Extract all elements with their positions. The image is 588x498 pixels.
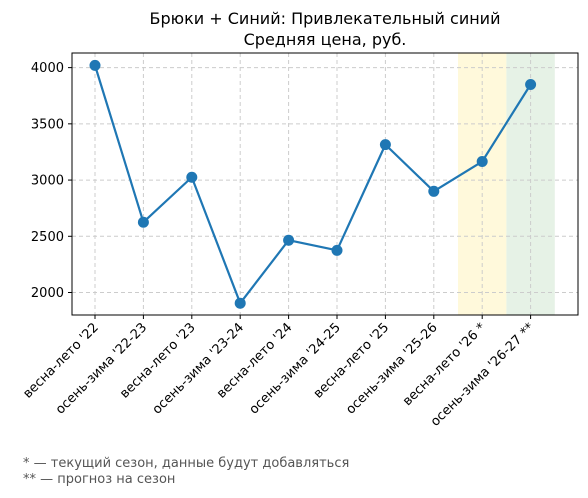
data-series	[89, 59, 537, 309]
x-tick-label: весна-лето '26 *	[400, 320, 489, 409]
chart-subtitle: Средняя цена, руб.	[244, 30, 407, 49]
footnote-current-season: * — текущий сезон, данные будут добавлят…	[23, 456, 350, 471]
highlight-band	[506, 53, 555, 315]
data-point	[379, 139, 391, 151]
grid-lines	[72, 53, 578, 315]
chart-title: Брюки + Синий: Привлекательный синий	[150, 9, 501, 28]
x-tick-label: осень-зима '25-26	[343, 320, 440, 417]
y-tick-label: 2500	[31, 230, 64, 245]
x-tick-label: осень-зима '22-23	[53, 320, 150, 417]
plot-frame	[71, 52, 579, 316]
data-point	[476, 156, 488, 168]
highlight-bands	[458, 53, 555, 315]
y-tick-label: 3500	[31, 117, 64, 132]
data-point	[283, 234, 295, 246]
footnote-forecast: ** — прогноз на сезон	[23, 472, 176, 487]
x-tick-label: осень-зима '23-24	[150, 320, 247, 417]
series-line	[93, 65, 532, 305]
data-point	[428, 185, 440, 197]
data-point	[525, 78, 537, 90]
data-point	[137, 216, 149, 228]
y-tick-label: 4000	[31, 61, 64, 76]
data-point	[186, 171, 198, 183]
x-tick-label: осень-зима '24-25	[247, 320, 344, 417]
highlight-band	[458, 53, 507, 315]
plot-border	[71, 52, 579, 316]
y-tick-label: 2000	[31, 286, 64, 301]
data-point	[331, 244, 343, 256]
data-point	[89, 59, 101, 71]
y-tick-label: 3000	[31, 174, 64, 189]
data-point	[234, 297, 246, 309]
